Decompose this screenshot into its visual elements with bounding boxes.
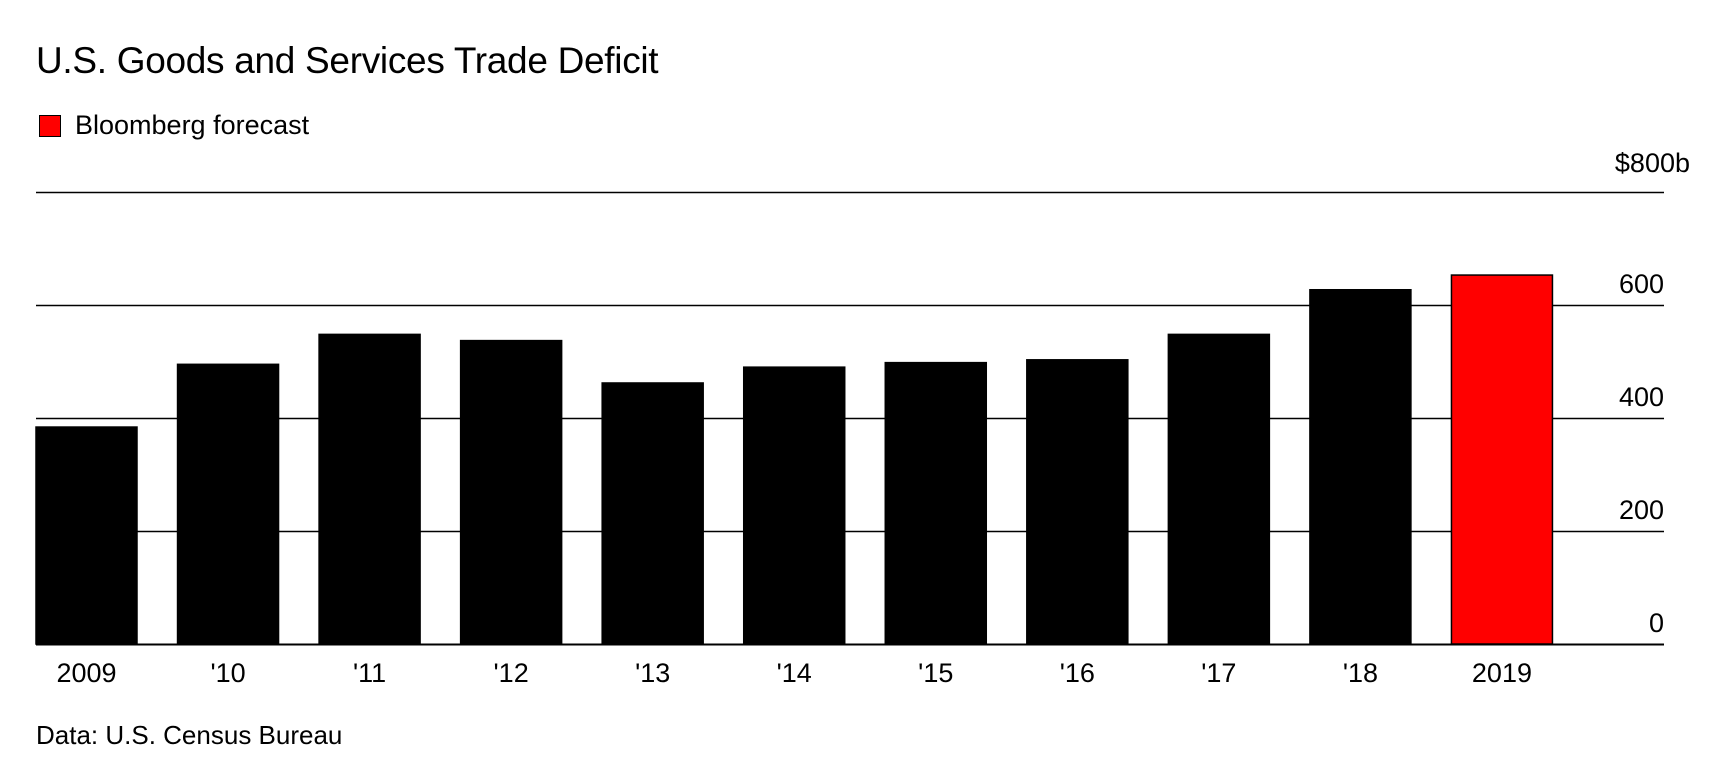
x-tick-label: '11 xyxy=(353,658,386,688)
bar xyxy=(742,366,846,645)
legend-label-forecast: Bloomberg forecast xyxy=(75,110,310,140)
y-tick-label: 200 xyxy=(1619,495,1664,525)
x-tick-label: '18 xyxy=(1343,658,1378,688)
bar-forecast xyxy=(1450,274,1554,645)
x-tick-label: '10 xyxy=(210,658,245,688)
source-note: Data: U.S. Census Bureau xyxy=(36,720,343,750)
x-tick-label: '15 xyxy=(918,658,953,688)
bar xyxy=(1309,288,1412,645)
x-tick-label: 2009 xyxy=(56,658,116,688)
bar xyxy=(1167,333,1271,645)
bar xyxy=(459,339,563,645)
x-tick-label: '16 xyxy=(1060,658,1095,688)
bar xyxy=(1026,359,1129,645)
legend: Bloomberg forecast xyxy=(39,110,309,141)
gridlines xyxy=(36,191,1664,646)
y-tick-label: 400 xyxy=(1619,382,1664,412)
bar xyxy=(176,363,280,645)
chart-title: U.S. Goods and Services Trade Deficit xyxy=(36,40,659,81)
x-tick-label: 2019 xyxy=(1472,658,1532,688)
x-tick-label: '14 xyxy=(777,658,812,688)
bar xyxy=(35,426,138,645)
bar xyxy=(884,361,988,645)
x-tick-label: '12 xyxy=(494,658,529,688)
x-tick-label: '13 xyxy=(635,658,670,688)
x-axis-ticks: 2009 '10 '11 '12 '13 '14 '15 '16 '17 '18 2019 xyxy=(56,658,1532,688)
y-tick-label: 0 xyxy=(1649,608,1664,638)
bar xyxy=(318,333,421,645)
legend-swatch-forecast xyxy=(39,114,61,137)
y-tick-label: $800b xyxy=(1615,148,1690,178)
y-axis-ticks: 0 200 400 600 $800b xyxy=(1615,148,1690,638)
bars xyxy=(35,274,1554,645)
x-tick-label: '17 xyxy=(1201,658,1236,688)
y-tick-label: 600 xyxy=(1619,269,1664,299)
bar xyxy=(601,382,704,645)
